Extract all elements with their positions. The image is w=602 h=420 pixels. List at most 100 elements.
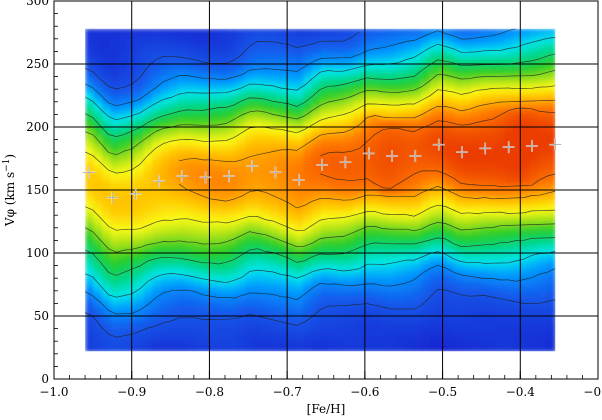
density-cell (538, 38, 548, 45)
density-cell (135, 154, 145, 161)
density-cell (446, 285, 456, 292)
density-cell (118, 179, 128, 186)
density-cell (236, 43, 246, 50)
density-cell (202, 33, 212, 40)
y-axis-title-end: ) (3, 154, 17, 159)
density-cell (261, 225, 271, 232)
density-cell (236, 184, 246, 191)
density-cell (177, 280, 187, 287)
density-cell (336, 260, 347, 267)
density-cell (387, 245, 397, 252)
density-cell (521, 139, 531, 146)
density-cell (152, 295, 162, 302)
density-cell (169, 38, 179, 45)
density-cell (253, 33, 263, 40)
density-cell (320, 169, 330, 176)
density-cell (454, 114, 464, 121)
density-cell (471, 89, 481, 96)
density-cell (244, 164, 254, 171)
density-cell (303, 240, 313, 247)
density-cell (320, 305, 330, 312)
density-cell (211, 346, 221, 352)
density-cell (177, 38, 187, 45)
density-cell (345, 149, 355, 156)
density-cell (387, 326, 397, 332)
density-cell (530, 255, 540, 262)
density-cell (101, 134, 112, 141)
density-cell (110, 114, 120, 121)
density-cell (395, 104, 405, 111)
density-cell (462, 285, 473, 292)
density-cell (169, 200, 179, 206)
density-cell (429, 200, 439, 206)
density-cell (412, 154, 422, 161)
density-cell (420, 64, 431, 70)
density-cell (395, 270, 405, 277)
density-cell (93, 43, 103, 50)
density-cell (370, 215, 380, 222)
density-cell (110, 48, 120, 55)
density-cell (538, 280, 548, 287)
density-cell (85, 134, 95, 141)
density-cell (101, 109, 112, 116)
density-cell (85, 331, 95, 337)
density-cell (471, 184, 481, 191)
density-cell (353, 285, 363, 292)
density-cell (336, 99, 347, 106)
density-cell (546, 331, 556, 337)
density-cell (395, 331, 405, 337)
density-cell (194, 346, 204, 352)
density-cell (362, 69, 372, 75)
density-cell (93, 33, 103, 40)
density-cell (219, 164, 229, 171)
density-cell (101, 89, 112, 96)
density-cell (143, 89, 154, 96)
density-cell (303, 280, 313, 287)
density-cell (211, 220, 221, 227)
density-cell (504, 69, 515, 75)
density-cell (336, 184, 347, 191)
density-cell (286, 280, 296, 287)
density-cell (143, 74, 154, 80)
density-cell (303, 159, 313, 166)
density-cell (328, 270, 338, 277)
density-cell (378, 245, 389, 252)
density-cell (521, 104, 531, 111)
density-cell (185, 104, 196, 111)
density-cell (530, 270, 540, 277)
density-cell (118, 48, 128, 55)
density-cell (177, 154, 187, 161)
density-cell (194, 99, 204, 106)
density-cell (370, 331, 380, 337)
density-cell (269, 159, 279, 166)
density-cell (504, 285, 515, 292)
density-cell (462, 89, 473, 96)
density-cell (118, 295, 128, 302)
density-cell (185, 200, 196, 206)
density-cell (236, 69, 246, 75)
density-cell (471, 336, 481, 342)
density-cell (110, 109, 120, 116)
mean-marker (246, 160, 259, 173)
density-cell (370, 48, 380, 55)
density-cell (345, 270, 355, 277)
density-cell (311, 240, 321, 247)
density-cell (135, 149, 145, 156)
density-cell (177, 316, 187, 322)
density-cell (471, 220, 481, 227)
density-cell (261, 195, 271, 201)
density-cell (429, 114, 439, 121)
density-cell (211, 326, 221, 332)
density-cell (219, 270, 229, 277)
density-cell (160, 74, 170, 80)
density-cell (177, 331, 187, 337)
density-cell (521, 109, 531, 116)
density-cell (152, 260, 162, 267)
density-cell (177, 134, 187, 141)
density-cell (378, 109, 389, 116)
density-cell (135, 169, 145, 176)
density-cell (378, 331, 389, 337)
density-cell (454, 336, 464, 342)
density-cell (530, 154, 540, 161)
density-cell (462, 129, 473, 136)
